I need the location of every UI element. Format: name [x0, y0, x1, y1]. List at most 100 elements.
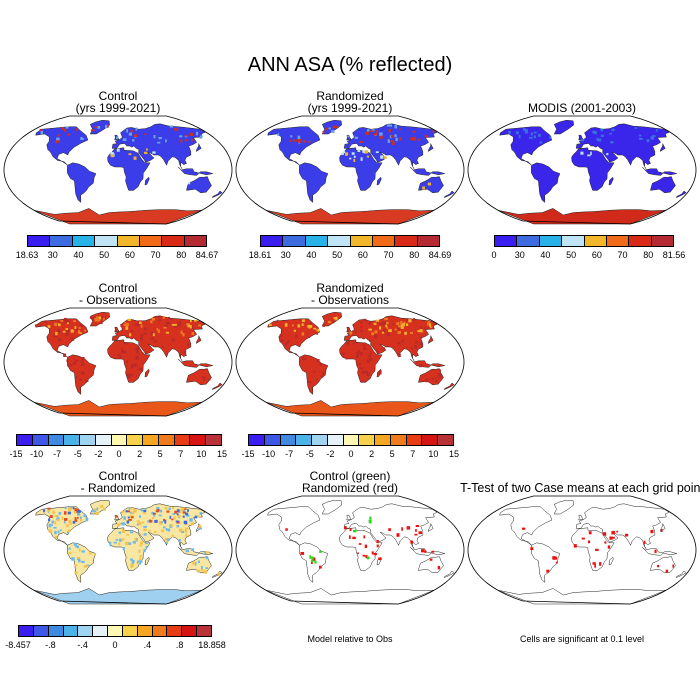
field-cell [116, 136, 119, 140]
field-cell [402, 323, 405, 327]
field-cell [67, 507, 72, 511]
continent-indonesia [177, 546, 213, 556]
field-cell [166, 541, 169, 543]
field-cell [366, 556, 370, 560]
field-cell [390, 135, 394, 138]
field-cell [176, 513, 179, 516]
field-cell [130, 565, 134, 568]
field-cell [378, 557, 382, 561]
field-cell [156, 509, 160, 511]
field-cell [76, 128, 78, 132]
field-cell [356, 354, 359, 358]
colorbar-swatch [328, 236, 351, 246]
field-cell [143, 511, 146, 515]
continent-uk [578, 514, 584, 521]
map-control-minus-observations [3, 307, 233, 417]
field-cell [75, 544, 77, 548]
field-cell [398, 128, 401, 131]
field-cell [376, 544, 379, 548]
field-cell [424, 134, 428, 138]
field-cell [177, 323, 181, 327]
field-cell [352, 536, 356, 540]
field-cell [187, 509, 189, 512]
field-cell [397, 331, 402, 335]
colorbar-tick-label: 7 [410, 449, 416, 459]
field-cell [363, 348, 367, 350]
continent-madagascar [376, 176, 382, 186]
field-cell [429, 558, 433, 561]
colorbar-swatch [343, 435, 360, 445]
field-cell [165, 541, 168, 544]
field-cell [417, 138, 421, 141]
continent-antarctica [265, 588, 435, 605]
field-cell [67, 511, 71, 515]
continent-antarctica [497, 208, 667, 225]
field-cell [317, 329, 320, 332]
field-cell [382, 321, 386, 325]
field-cell [173, 325, 178, 328]
field-cell [533, 135, 536, 139]
field-cell [538, 133, 541, 137]
field-cell [588, 531, 592, 535]
colorbar-swatch [152, 626, 168, 636]
field-cell [611, 531, 615, 535]
map-model-relative-to-obs [235, 495, 465, 605]
colorbar-tick-label: -.8 [45, 640, 56, 650]
field-cell [341, 352, 345, 356]
field-cell [376, 540, 379, 544]
field-cell [190, 522, 195, 526]
field-cell [75, 360, 78, 362]
continent-africa [339, 339, 383, 383]
field-cell [156, 507, 160, 510]
field-cell [400, 321, 403, 325]
figure-title: ANN ASA (% reflected) [247, 54, 453, 76]
field-cell [319, 565, 322, 569]
colorbar-swatch [48, 435, 65, 445]
field-cell [375, 151, 379, 153]
field-cell [616, 530, 619, 533]
continent-antarctica [265, 208, 435, 225]
field-cells [285, 516, 441, 570]
field-cell [64, 511, 67, 515]
panel-title-line1: Control [98, 281, 138, 295]
field-cell [53, 334, 57, 338]
continent-eurasia [111, 503, 206, 549]
field-cell [57, 329, 61, 333]
panel-title-line2: (yrs 1999-2021) [307, 101, 393, 115]
field-cell [86, 564, 90, 567]
field-cell [387, 139, 390, 143]
field-cell [119, 356, 122, 359]
field-cell [168, 507, 171, 510]
field-cell [198, 324, 202, 327]
field-cell [161, 346, 164, 349]
field-cell [76, 545, 79, 549]
colorbar-swatch [390, 435, 407, 445]
field-cell [61, 127, 64, 130]
field-cell [360, 321, 363, 324]
field-cell [126, 323, 129, 326]
continent-antarctica [497, 588, 667, 605]
field-cell [190, 319, 192, 323]
field-cell [93, 510, 97, 513]
field-cell [394, 134, 397, 138]
field-cell [118, 531, 122, 534]
field-cell [154, 530, 157, 534]
field-cell [83, 565, 88, 568]
field-cell [201, 376, 204, 378]
field-cell [415, 341, 418, 344]
continent-southAmerica [67, 162, 97, 203]
field-cell [48, 529, 53, 533]
field-cell [529, 136, 533, 139]
field-cell [303, 140, 306, 143]
colorbar-swatch [174, 435, 191, 445]
field-cell [368, 520, 372, 524]
field-cell [117, 354, 121, 357]
field-cell [96, 507, 99, 511]
colorbar-tick-label: 15 [448, 449, 460, 459]
field-cell [72, 506, 75, 510]
field-cell [169, 515, 172, 519]
field-cell [364, 370, 368, 374]
field-cell [65, 328, 68, 330]
field-cell [110, 154, 114, 158]
field-cell [286, 340, 290, 343]
